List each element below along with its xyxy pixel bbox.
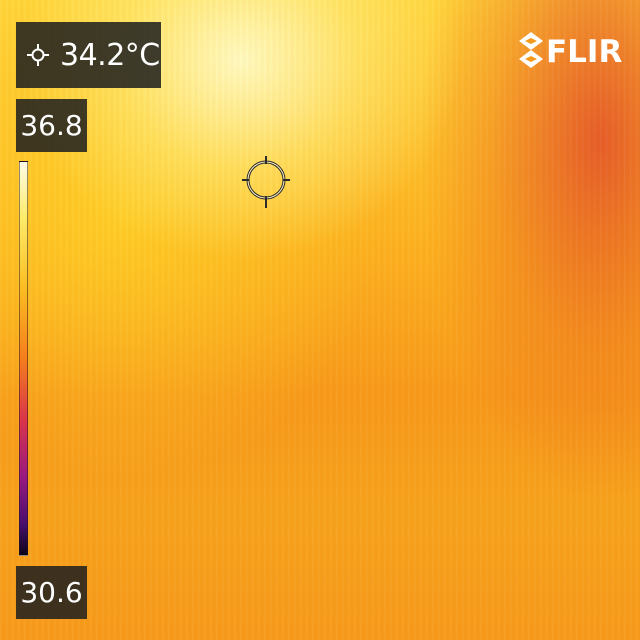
flir-logo: FLIR	[519, 32, 622, 72]
crosshair-reticle-icon	[242, 154, 290, 210]
flir-logo-icon	[519, 32, 543, 72]
scale-min-label: 30.6	[16, 566, 87, 619]
spot-temperature-readout: 34.2°C	[16, 22, 161, 88]
color-scale-bar	[19, 161, 28, 556]
spot-meter-icon	[16, 22, 60, 88]
scale-max-label: 36.8	[16, 99, 87, 152]
spot-temperature-value: 34.2°C	[60, 37, 160, 73]
flir-logo-text: FLIR	[546, 34, 623, 70]
